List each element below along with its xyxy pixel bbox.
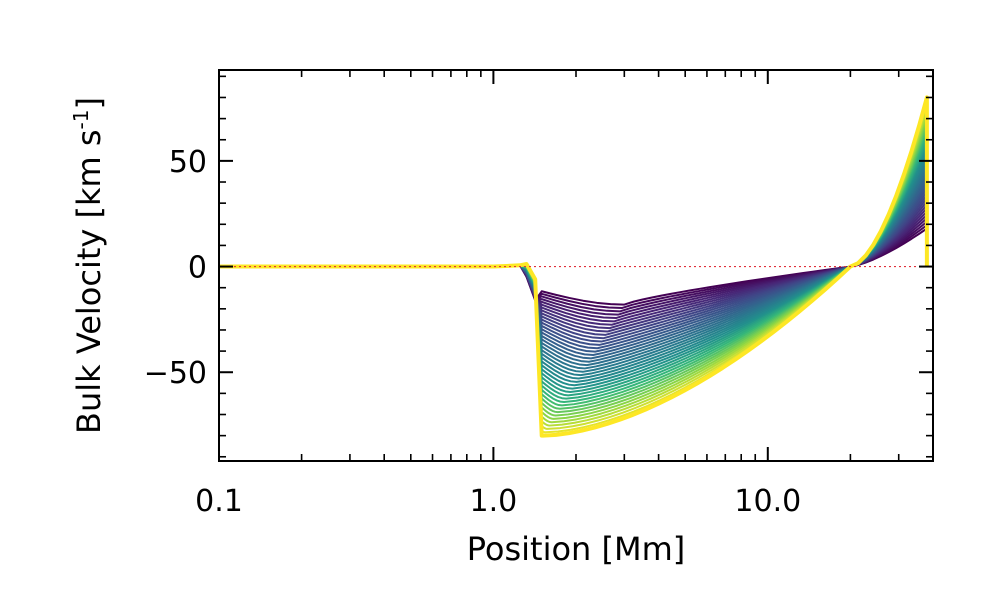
y-tick-label: −50 — [144, 356, 207, 391]
series-layer — [219, 95, 929, 438]
x-axis-title: Position [Mm] — [467, 530, 686, 568]
x-tick-label: 0.1 — [195, 484, 243, 519]
y-axis-title: Bulk Velocity [km s-1] — [69, 97, 108, 434]
x-tick-label: 1.0 — [470, 484, 518, 519]
y-axis-title-tail: ] — [70, 97, 108, 109]
y-tick-label: 50 — [169, 145, 207, 180]
x-tick-label: 10.0 — [734, 484, 801, 519]
y-axis-title-main: Bulk Velocity [km s — [70, 129, 108, 434]
ticks-layer: 0.1 1.0 10.0 −50 0 50 — [144, 70, 933, 519]
series-line — [219, 95, 929, 438]
y-axis-title-superscript: -1 — [69, 109, 93, 129]
y-tick-label: 0 — [188, 251, 207, 286]
